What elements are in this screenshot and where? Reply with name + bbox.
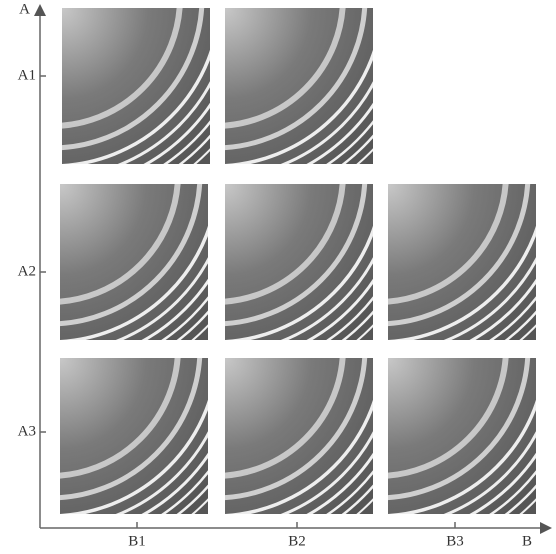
x-tick-label: B3 bbox=[446, 533, 464, 549]
y-tick-label: A1 bbox=[18, 67, 36, 83]
y-tick-label: A3 bbox=[18, 423, 36, 439]
y-axis-label: A bbox=[19, 1, 30, 17]
x-axis-label: B bbox=[522, 533, 532, 549]
x-arrow bbox=[540, 522, 552, 534]
x-tick-label: B2 bbox=[288, 533, 306, 549]
y-arrow bbox=[34, 4, 46, 16]
x-tick-label: B1 bbox=[128, 533, 146, 549]
y-tick-label: A2 bbox=[18, 263, 36, 279]
